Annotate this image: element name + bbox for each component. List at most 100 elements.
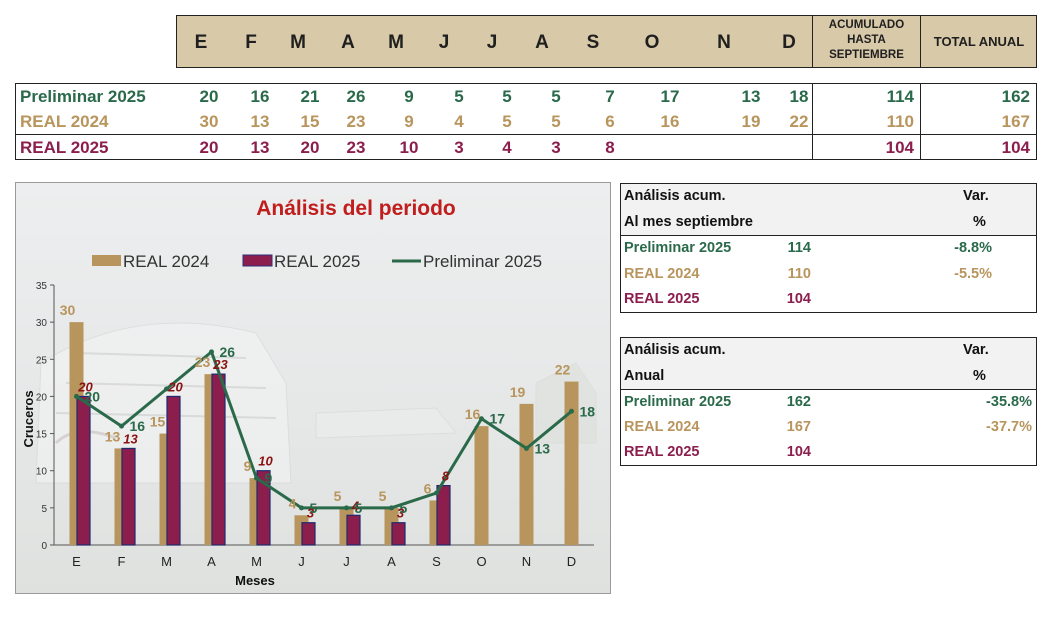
month-header-d: D: [782, 32, 796, 53]
cell: 17: [660, 87, 680, 106]
point-preliminar-2025: [569, 408, 574, 414]
acumulado-line-3: SEPTIEMBRE: [829, 49, 904, 61]
bar-real-2025: [211, 373, 226, 546]
chart-legend: REAL 2024 REAL 2025 Preliminar 2025: [92, 252, 542, 271]
cell: 3: [454, 138, 464, 157]
bar-real-2024: [564, 381, 579, 545]
cell: 20: [199, 87, 219, 106]
data-label-real-2024: 30: [60, 302, 76, 318]
month-header-f: F: [245, 32, 257, 53]
data-label-preliminar-2025: 20: [85, 388, 101, 404]
row-label: REAL 2025: [20, 138, 109, 157]
x-axis-label: Meses: [235, 573, 275, 588]
cell: 13: [250, 112, 270, 131]
data-label-real-2025: 3: [397, 506, 405, 521]
x-tick-label: M: [251, 554, 262, 569]
month-header-j: J: [438, 32, 450, 53]
analysis-anual-title: Análisis acum.: [624, 342, 726, 358]
bar-real-2024: [474, 426, 489, 545]
total-anual-header: TOTAL ANUAL: [933, 34, 1025, 49]
bar-real-2025: [256, 470, 271, 546]
data-label-real-2024: 22: [555, 362, 571, 378]
analysis-anual-row-pct: -35.8%: [986, 394, 1032, 410]
row-separator: [16, 134, 1036, 135]
x-tick-label: J: [298, 554, 305, 569]
point-preliminar-2025: [299, 505, 304, 511]
chart-title: Análisis del periodo: [256, 197, 456, 220]
legend-label-preliminar: Preliminar 2025: [423, 252, 542, 271]
header-divider: [920, 16, 921, 67]
point-preliminar-2025: [434, 490, 439, 496]
cell-total: 162: [1001, 87, 1030, 106]
cell: 16: [660, 112, 680, 131]
month-header-n: N: [717, 32, 731, 53]
y-tick-label: 15: [36, 430, 48, 441]
chart-container: 0 5 10 15 20 25 30 35 E F M A M J J A S O N D 30 13 15 23 9 4 5 5 6 1…: [15, 182, 611, 594]
analysis-anual-var-label: Var.: [963, 342, 989, 358]
analysis-sep-row-label: Preliminar 2025: [624, 240, 732, 256]
cell: 22: [789, 112, 809, 131]
month-header-j2: J: [486, 32, 498, 53]
cell: 10: [399, 138, 419, 157]
table-divider: [920, 84, 921, 159]
data-label-real-2025: 20: [77, 379, 93, 394]
point-preliminar-2025: [74, 393, 79, 399]
x-tick-label: O: [476, 554, 486, 569]
bar-real-2024: [519, 403, 534, 545]
bar-real-2025: [301, 522, 316, 546]
cell: 9: [404, 87, 414, 106]
table-row-real-2025: REAL 2025 20 13 20 23 10 3 4 3 8 104 104: [16, 135, 1036, 160]
data-label-preliminar-2025: 16: [130, 418, 146, 434]
cell: 5: [454, 87, 464, 106]
month-header-a2: A: [535, 32, 549, 53]
analysis-anual-row-label: REAL 2024: [624, 419, 700, 435]
analysis-sep-row-pct: -5.5%: [954, 266, 992, 282]
point-preliminar-2025: [209, 349, 214, 355]
analysis-anual-header: Análisis acum. Anual Var. %: [621, 338, 1036, 390]
analysis-sep-pct-label: %: [973, 214, 986, 230]
x-tick-label: M: [161, 554, 172, 569]
data-label-preliminar-2025: 5: [355, 500, 363, 516]
x-tick-label: F: [118, 554, 126, 569]
analysis-sep-header: Análisis acum. Al mes septiembre Var. %: [621, 184, 1036, 236]
data-label-preliminar-2025: 9: [265, 470, 273, 486]
table-divider: [812, 84, 813, 159]
legend-swatch-real-2025: [242, 254, 273, 267]
analysis-anual-row-value: 162: [786, 394, 811, 410]
cell: 5: [502, 112, 512, 131]
point-preliminar-2025: [119, 423, 124, 429]
bar-real-2025: [76, 395, 91, 546]
cell-total: 167: [1001, 112, 1030, 131]
data-label-real-2025: 4: [351, 498, 360, 513]
line-preliminar-2025: [75, 349, 573, 510]
acumulado-header: ACUMULADO HASTA SEPTIEMBRE: [813, 18, 920, 63]
bar-real-2025: [436, 484, 451, 546]
cell-acumulado: 104: [885, 138, 914, 157]
data-label-real-2024: 6: [424, 480, 432, 496]
data-label-real-2024: 16: [465, 406, 481, 422]
data-label-preliminar-2025: 5: [400, 500, 408, 516]
data-label-real-2025: 13: [123, 431, 138, 446]
x-tick-label: D: [567, 554, 576, 569]
month-header-m: M: [290, 32, 306, 53]
legend-label-real-2024: REAL 2024: [123, 252, 209, 271]
point-preliminar-2025: [344, 505, 349, 511]
cell: 5: [502, 87, 512, 106]
analysis-sep-row-label: REAL 2024: [624, 266, 700, 282]
bar-real-2025: [346, 514, 361, 546]
point-preliminar-2025: [479, 416, 484, 422]
analysis-anual-row-value: 104: [786, 444, 811, 460]
analysis-sep-subtitle: Al mes septiembre: [624, 214, 753, 230]
analysis-sep-row-value: 104: [786, 291, 811, 307]
data-label-real-2025: 10: [258, 454, 273, 469]
cell: 3: [551, 138, 561, 157]
data-label-real-2024: 9: [244, 458, 252, 474]
month-header-m2: M: [388, 32, 404, 53]
point-preliminar-2025: [164, 386, 169, 392]
x-tick-label: E: [72, 554, 81, 569]
cell: 13: [250, 138, 270, 157]
point-preliminar-2025: [254, 475, 259, 481]
data-label-real-2025: 20: [167, 379, 183, 394]
